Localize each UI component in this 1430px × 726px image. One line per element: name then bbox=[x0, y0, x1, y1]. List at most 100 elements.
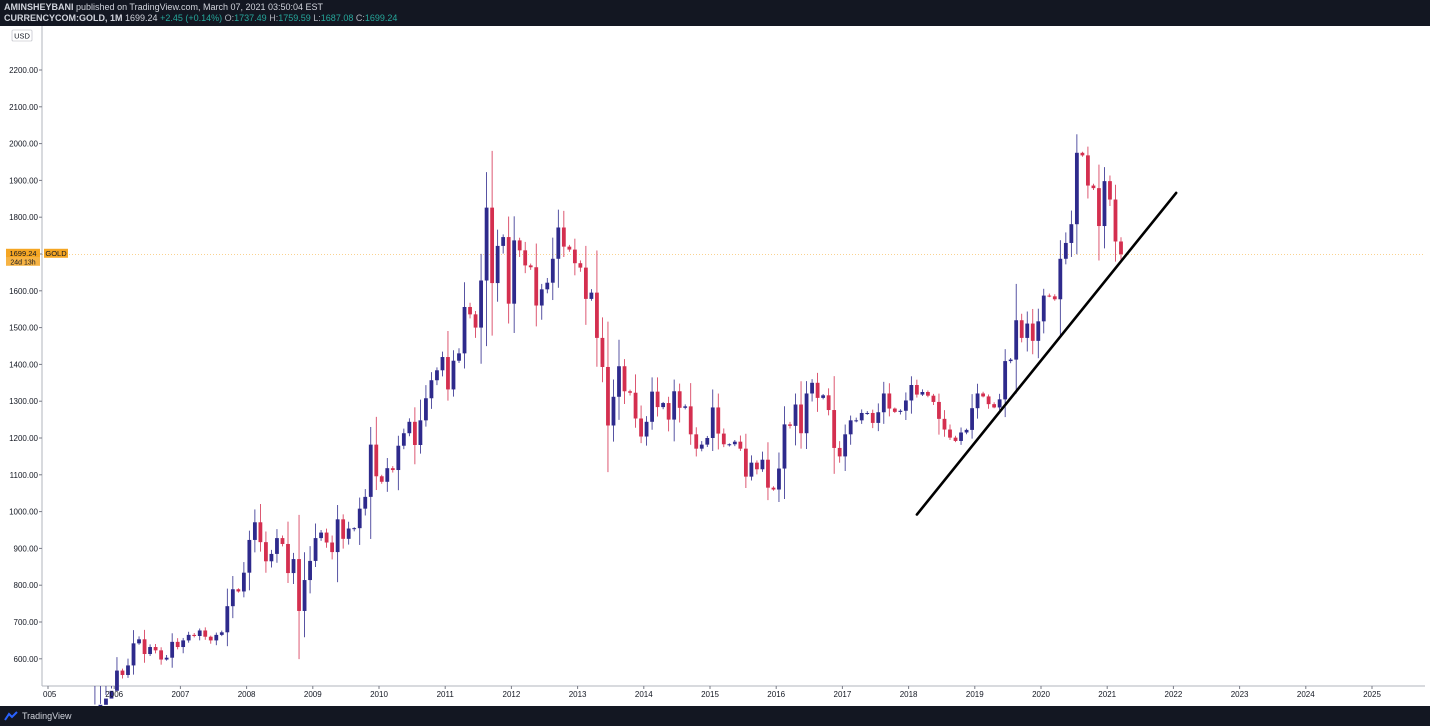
candle-body bbox=[843, 434, 848, 457]
candle-body bbox=[104, 698, 108, 705]
candle-body bbox=[418, 420, 423, 445]
candle-body bbox=[887, 393, 892, 409]
price-change: +2.45 (+0.14%) bbox=[160, 13, 223, 23]
candle-body bbox=[870, 412, 875, 423]
candle-body bbox=[1074, 152, 1079, 225]
candle-body bbox=[909, 385, 914, 401]
candle-body bbox=[495, 245, 500, 284]
open-value: 1737.49 bbox=[234, 13, 267, 23]
symbol-tag-box bbox=[44, 248, 68, 258]
candle-body bbox=[677, 391, 682, 408]
candle-body bbox=[208, 636, 213, 641]
x-tick-label: 2023 bbox=[1231, 690, 1249, 699]
candle-body bbox=[539, 289, 544, 306]
trendline bbox=[915, 191, 1178, 516]
candle-body bbox=[148, 647, 152, 655]
candle-body bbox=[98, 704, 103, 706]
candle-body bbox=[937, 401, 941, 419]
candle-body bbox=[948, 429, 952, 438]
candle-body bbox=[429, 380, 434, 399]
candle-body bbox=[517, 240, 522, 251]
candle-body bbox=[771, 487, 776, 490]
y-tick-label: 1300.00 bbox=[9, 397, 38, 406]
candle-body bbox=[926, 392, 930, 396]
candles-layer bbox=[94, 134, 1123, 706]
candle-body bbox=[357, 508, 362, 529]
candlestick-chart[interactable]: 2200.002100.002000.001900.001800.001700.… bbox=[0, 26, 1430, 706]
candle-body bbox=[777, 468, 781, 490]
x-tick-label: 2006 bbox=[105, 690, 123, 699]
candle-body bbox=[975, 393, 980, 409]
candle-body bbox=[484, 207, 489, 281]
candle-body bbox=[252, 522, 257, 540]
candle-body bbox=[622, 366, 627, 392]
candle-body bbox=[451, 360, 456, 390]
candle-body bbox=[804, 393, 809, 434]
candle-body bbox=[567, 246, 572, 250]
candle-body bbox=[865, 412, 870, 414]
candle-body bbox=[738, 441, 743, 449]
high-value: 1759.59 bbox=[278, 13, 311, 23]
candle-body bbox=[286, 543, 290, 574]
candle-body bbox=[799, 404, 803, 434]
x-tick-label: 2011 bbox=[437, 690, 455, 699]
candle-body bbox=[964, 429, 969, 433]
candle-body bbox=[766, 459, 770, 488]
candle-body bbox=[589, 292, 594, 299]
candle-body bbox=[727, 444, 732, 446]
candle-body bbox=[782, 424, 787, 469]
x-tick-label: 2012 bbox=[503, 690, 521, 699]
candle-body bbox=[545, 282, 550, 290]
candle-body bbox=[346, 528, 351, 539]
candle-body bbox=[617, 366, 621, 397]
y-tick-label: 1400.00 bbox=[9, 360, 38, 369]
tradingview-logo-icon[interactable] bbox=[4, 711, 18, 721]
symbol-name[interactable]: CURRENCYCOM:GOLD, 1M bbox=[4, 13, 123, 23]
currency-badge-box bbox=[11, 29, 33, 42]
candle-body bbox=[379, 476, 384, 482]
footer-brand[interactable]: TradingView bbox=[22, 711, 72, 721]
candle-body bbox=[534, 267, 539, 306]
symbol-legend: CURRENCYCOM:GOLD, 1M 1699.24 +2.45 (+0.1… bbox=[4, 13, 397, 23]
candle-body bbox=[931, 395, 936, 402]
candle-body bbox=[1047, 295, 1052, 297]
candle-body bbox=[479, 280, 483, 328]
x-tick-label: 2010 bbox=[370, 690, 388, 699]
candle-body bbox=[732, 441, 737, 445]
candle-body bbox=[341, 519, 346, 539]
candle-body bbox=[942, 418, 947, 430]
candle-body bbox=[446, 357, 450, 390]
candle-body bbox=[137, 639, 141, 644]
y-tick-label: 800.00 bbox=[14, 581, 39, 590]
chart-area[interactable]: 2200.002100.002000.001900.001800.001700.… bbox=[0, 26, 1430, 706]
candle-body bbox=[435, 370, 439, 381]
candle-body bbox=[291, 559, 296, 574]
candle-body bbox=[335, 519, 340, 553]
x-tick-label: 2016 bbox=[767, 690, 785, 699]
x-tick-label: 005 bbox=[43, 690, 57, 699]
candle-body bbox=[192, 634, 197, 636]
candle-body bbox=[368, 444, 373, 497]
candle-body bbox=[595, 292, 599, 338]
candle-body bbox=[181, 640, 186, 648]
candle-body bbox=[457, 353, 461, 361]
price-tag-box bbox=[6, 248, 40, 258]
x-tick-label: 2024 bbox=[1297, 690, 1315, 699]
candle-body bbox=[694, 434, 699, 449]
candle-body bbox=[903, 400, 908, 411]
x-tick-label: 2019 bbox=[966, 690, 984, 699]
candle-body bbox=[556, 227, 561, 259]
chart-footer: TradingView bbox=[0, 706, 1430, 726]
y-tick-label: 1000.00 bbox=[9, 508, 38, 517]
high-label: H: bbox=[269, 13, 279, 23]
candle-body bbox=[561, 227, 566, 247]
y-tick-label: 1600.00 bbox=[9, 287, 38, 296]
candle-body bbox=[953, 437, 958, 441]
x-tick-label: 2020 bbox=[1032, 690, 1050, 699]
candle-body bbox=[997, 399, 1002, 408]
author-name[interactable]: AMINSHEYBANI bbox=[4, 2, 74, 12]
x-tick-label: 2013 bbox=[569, 690, 587, 699]
low-label: L: bbox=[313, 13, 321, 23]
candle-body bbox=[788, 424, 792, 426]
x-tick-label: 2018 bbox=[900, 690, 918, 699]
